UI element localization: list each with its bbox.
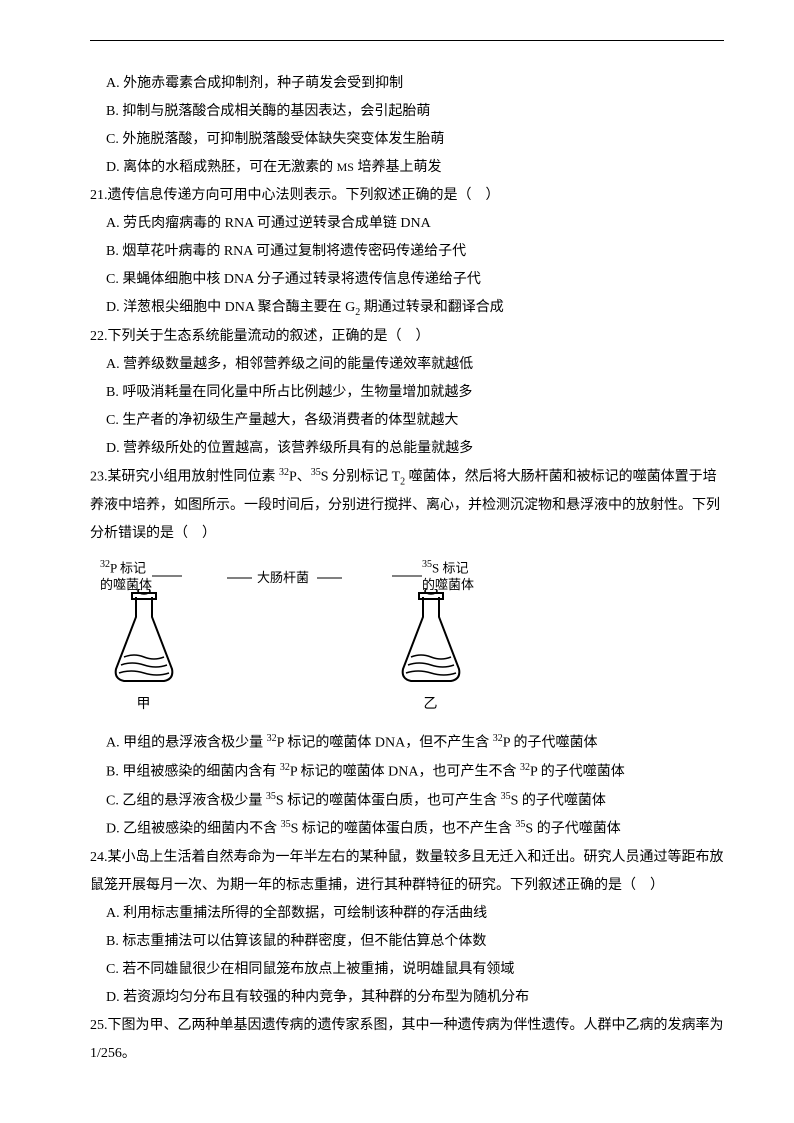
q23-c-pre: C. 乙组的悬浮液含极少量	[106, 793, 266, 808]
q23-c-sup2: 35	[501, 791, 511, 802]
flask-right-line2: 的噬菌体	[422, 577, 474, 592]
flask-left-group: 32P 标记 的噬菌体 甲	[100, 558, 187, 719]
q23-d-sup1: 35	[281, 819, 291, 830]
center-label: 大肠杆菌	[227, 566, 347, 599]
flask-diagram: 32P 标记 的噬菌体 甲 大肠杆菌	[100, 558, 724, 719]
q23-d-mid: S 标记的噬菌体蛋白质，也不产生含	[291, 822, 516, 837]
q23-p32-sup: 32	[279, 467, 289, 478]
q21-a: A. 劳氏肉瘤病毒的 RNA 可通过逆转录合成单链 DNA	[90, 210, 724, 238]
q23-pre: 23.某研究小组用放射性同位素	[90, 469, 279, 484]
center-label-svg: 大肠杆菌	[227, 566, 347, 590]
q21-b: B. 烟草花叶病毒的 RNA 可通过复制将遗传密码传递给子代	[90, 238, 724, 266]
option-c: C. 外施脱落酸，可抑制脱落酸受体缺失突变体发生胎萌	[90, 126, 724, 154]
q21-d-post: 期通过转录和翻译合成	[360, 300, 504, 315]
q24-c: C. 若不同雄鼠很少在相同鼠笼布放点上被重捕，说明雄鼠具有领域	[90, 956, 724, 984]
flask-left-line2: 的噬菌体	[100, 577, 152, 592]
flask-left-label: 32P 标记 的噬菌体	[100, 558, 187, 594]
q24-b: B. 标志重捕法可以估算该鼠的种群密度，但不能估算总个体数	[90, 928, 724, 956]
q24-d: D. 若资源均匀分布且有较强的种内竞争，其种群的分布型为随机分布	[90, 984, 724, 1012]
q23-a-post: P 的子代噬菌体	[503, 736, 598, 751]
q23-d-post: S 的子代噬菌体	[525, 822, 620, 837]
center-text: 大肠杆菌	[257, 570, 309, 585]
q21-d-pre: D. 洋葱根尖细胞中 DNA 聚合酶主要在	[106, 300, 345, 315]
q21-d-g: G	[345, 300, 355, 315]
q22-d: D. 营养级所处的位置越高，该营养级所具有的总能量就越多	[90, 435, 724, 463]
document-content: A. 外施赤霉素合成抑制剂，种子萌发会受到抑制 B. 抑制与脱落酸合成相关酶的基…	[90, 70, 724, 1068]
q23-b-post: P 的子代噬菌体	[530, 765, 625, 780]
ms-text: MS	[337, 160, 354, 174]
header-rule	[90, 40, 724, 41]
q23-a-sup1: 32	[267, 733, 277, 744]
flask-left-caption: 甲	[137, 691, 151, 719]
q23-c: C. 乙组的悬浮液含极少量 35S 标记的噬菌体蛋白质，也可产生含 35S 的子…	[90, 787, 724, 816]
q24-stem: 24.某小岛上生活着自然寿命为一年半左右的某种鼠，数量较多且无迁入和迁出。研究人…	[90, 844, 724, 900]
option-d-pre: D. 离体的水稻成熟胚，可在无激素的	[106, 160, 337, 175]
q23-a-sup2: 32	[493, 733, 503, 744]
q23-b: B. 甲组被感染的细菌内含有 32P 标记的噬菌体 DNA，也可产生不含 32P…	[90, 758, 724, 787]
q23-s35-s: S 分别标记 T	[321, 469, 400, 484]
q23-s35-sup: 35	[311, 467, 321, 478]
q23-b-mid: P 标记的噬菌体 DNA，也可产生不含	[290, 765, 520, 780]
option-b: B. 抑制与脱落酸合成相关酶的基因表达，会引起胎萌	[90, 98, 724, 126]
option-d: D. 离体的水稻成熟胚，可在无激素的 MS 培养基上萌发	[90, 154, 724, 182]
q24-a: A. 利用标志重捕法所得的全部数据，可绘制该种群的存活曲线	[90, 900, 724, 928]
flask-right-group: 35S 标记 的噬菌体 乙	[387, 558, 474, 719]
flask-right-icon	[391, 589, 471, 689]
q23-p32-p: P、	[289, 469, 311, 484]
q23-c-mid: S 标记的噬菌体蛋白质，也可产生含	[276, 793, 501, 808]
q22-a: A. 营养级数量越多，相邻营养级之间的能量传递效率就越低	[90, 351, 724, 379]
q23-c-sup1: 35	[266, 791, 276, 802]
q23-b-sup1: 32	[280, 762, 290, 773]
option-a: A. 外施赤霉素合成抑制剂，种子萌发会受到抑制	[90, 70, 724, 98]
flask-right-label-text: 35S 标记 的噬菌体	[422, 558, 474, 594]
q23-b-sup2: 32	[520, 762, 530, 773]
q23-a-mid: P 标记的噬菌体 DNA，但不产生含	[277, 736, 493, 751]
flask-right-label: 35S 标记 的噬菌体	[387, 558, 474, 594]
flask-left-icon	[104, 589, 184, 689]
q21-d: D. 洋葱根尖细胞中 DNA 聚合酶主要在 G2 期通过转录和翻译合成	[90, 294, 724, 323]
arrow-left-icon	[152, 566, 187, 586]
flask-left-sup: 32	[100, 559, 110, 570]
q23-stem: 23.某研究小组用放射性同位素 32P、35S 分别标记 T2 噬菌体，然后将大…	[90, 463, 724, 548]
q23-c-post: S 的子代噬菌体	[511, 793, 606, 808]
q22-stem: 22.下列关于生态系统能量流动的叙述，正确的是（ ）	[90, 323, 724, 351]
q23-d-sup2: 35	[515, 819, 525, 830]
flask-right-caption: 乙	[424, 691, 438, 719]
flask-right-sup: 35	[422, 559, 432, 570]
q23-a: A. 甲组的悬浮液含极少量 32P 标记的噬菌体 DNA，但不产生含 32P 的…	[90, 729, 724, 758]
q22-b: B. 呼吸消耗量在同化量中所占比例越少，生物量增加就越多	[90, 379, 724, 407]
q23-d: D. 乙组被感染的细菌内不含 35S 标记的噬菌体蛋白质，也不产生含 35S 的…	[90, 815, 724, 844]
q21-stem: 21.遗传信息传递方向可用中心法则表示。下列叙述正确的是（ ）	[90, 182, 724, 210]
flask-right-line1: S 标记	[432, 561, 468, 576]
q21-c: C. 果蝇体细胞中核 DNA 分子通过转录将遗传信息传递给子代	[90, 266, 724, 294]
q23-a-pre: A. 甲组的悬浮液含极少量	[106, 736, 267, 751]
q25-stem: 25.下图为甲、乙两种单基因遗传病的遗传家系图，其中一种遗传病为伴性遗传。人群中…	[90, 1012, 724, 1068]
flask-left-label-text: 32P 标记 的噬菌体	[100, 558, 152, 594]
arrow-right-icon	[387, 566, 422, 586]
q23-d-pre: D. 乙组被感染的细菌内不含	[106, 822, 281, 837]
flask-left-line1: P 标记	[110, 561, 146, 576]
q22-c: C. 生产者的净初级生产量越大，各级消费者的体型就越大	[90, 407, 724, 435]
q23-b-pre: B. 甲组被感染的细菌内含有	[106, 765, 280, 780]
option-d-post: 培养基上萌发	[354, 160, 442, 175]
